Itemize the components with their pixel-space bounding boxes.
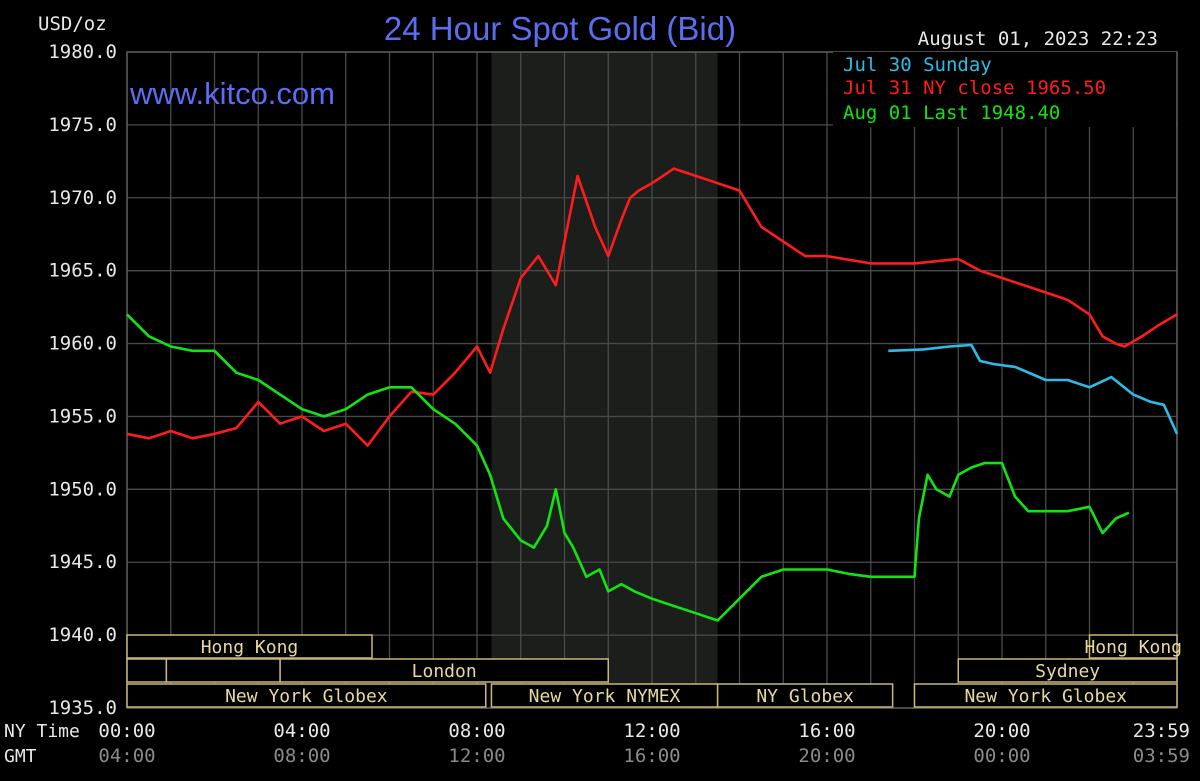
- x-tick-label: 12:00: [623, 720, 680, 742]
- plot-border: [126, 51, 1178, 709]
- chart-title: 24 Hour Spot Gold (Bid): [384, 10, 736, 47]
- y-tick-label: 1935.0: [48, 697, 117, 719]
- series-line-2: [126, 313, 1130, 622]
- session-label: New York Globex: [225, 686, 388, 707]
- session-label: London: [412, 661, 477, 682]
- legend: Jul 30 Sunday Jul 31 NY close 1965.50 Au…: [833, 52, 1176, 127]
- session-box: [716, 683, 894, 708]
- session-label: New York Globex: [964, 686, 1127, 707]
- trading-sessions: Hong Kong Hong Kong London Sydney New York G…: [126, 634, 1182, 708]
- x-tick-label: 03:59: [1133, 745, 1190, 767]
- y-tick-label: 1945.0: [48, 551, 117, 573]
- y-tick-label: 1955.0: [48, 405, 117, 427]
- session-box: [957, 658, 1178, 683]
- y-axis-unit: USD/oz: [38, 13, 107, 35]
- timestamp: August 01, 2023 22:23: [918, 28, 1158, 50]
- x-tick-label: 04:00: [273, 720, 330, 742]
- session-box: [126, 658, 168, 683]
- y-tick-label: 1970.0: [48, 187, 117, 209]
- x-tick-label: 23:59: [1133, 720, 1190, 742]
- x-axis-row-label: GMT: [4, 746, 37, 767]
- y-tick-label: 1980.0: [48, 41, 117, 63]
- session-label: NY Globex: [756, 686, 854, 707]
- series-line-0: [888, 343, 1179, 435]
- x-tick-label: 16:00: [798, 720, 855, 742]
- legend-item-jul30: Jul 30 Sunday: [843, 54, 992, 76]
- legend-item-aug01: Aug 01 Last 1948.40: [843, 102, 1060, 124]
- session-box: [126, 683, 487, 708]
- y-tick-label: 1965.0: [48, 260, 117, 282]
- x-tick-label: 08:00: [448, 720, 505, 742]
- x-tick-label: 20:00: [798, 745, 855, 767]
- watermark-url: www.kitco.com: [129, 76, 335, 111]
- series-lines: [126, 167, 1179, 622]
- legend-box: [833, 52, 1176, 127]
- session-box: [279, 658, 609, 683]
- session-box: [126, 634, 373, 659]
- series-line-1: [126, 167, 1178, 447]
- nymex-shaded-region: [491, 52, 718, 708]
- x-axis-row-label: NY Time: [4, 721, 80, 742]
- x-tick-label: 00:00: [98, 720, 155, 742]
- y-axis-ticks: 1980.0 1975.0 1970.0 1965.0 1960.0 1955.0 1950…: [48, 41, 117, 719]
- x-tick-label: 16:00: [623, 745, 680, 767]
- x-tick-label: 20:00: [973, 720, 1030, 742]
- y-tick-label: 1950.0: [48, 478, 117, 500]
- x-tick-label: 00:00: [973, 745, 1030, 767]
- y-tick-label: 1975.0: [48, 114, 117, 136]
- session-label: New York NYMEX: [529, 686, 681, 707]
- x-axis-ticks: NY Time 00:00 04:00 08:00 12:00 16:00 20:00 23:…: [4, 720, 1190, 767]
- x-tick-label: 12:00: [448, 745, 505, 767]
- x-tick-label: 08:00: [273, 745, 330, 767]
- session-label: Sydney: [1035, 661, 1100, 682]
- x-tick-label: 04:00: [98, 745, 155, 767]
- session-box: [913, 683, 1178, 708]
- session-box: [1088, 634, 1178, 659]
- session-label: Hong Kong: [201, 637, 299, 658]
- y-tick-label: 1960.0: [48, 333, 117, 355]
- session-label: Hong Kong: [1084, 637, 1182, 658]
- session-box: [165, 658, 281, 683]
- legend-item-jul31: Jul 31 NY close 1965.50: [843, 77, 1106, 99]
- y-tick-label: 1940.0: [48, 624, 117, 646]
